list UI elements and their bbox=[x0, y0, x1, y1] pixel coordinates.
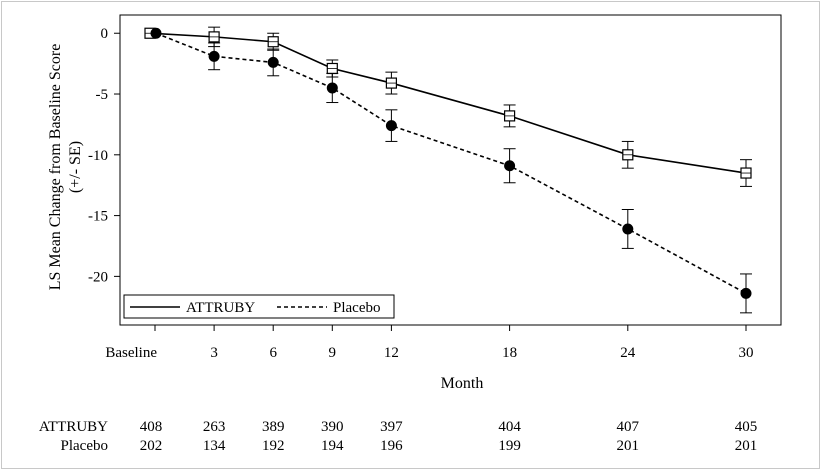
at-risk-value-attruby: 407 bbox=[617, 419, 640, 435]
data-point-placebo bbox=[267, 56, 279, 68]
y-tick-label: -20 bbox=[88, 269, 108, 285]
y-tick-label: -10 bbox=[88, 148, 108, 164]
legend-label-attruby: ATTRUBY bbox=[186, 300, 255, 316]
at-risk-value-placebo: 199 bbox=[498, 438, 521, 454]
at-risk-value-placebo: 202 bbox=[140, 438, 163, 454]
at-risk-value-placebo: 134 bbox=[203, 438, 226, 454]
x-tick-label: 24 bbox=[620, 345, 636, 361]
y-axis: 0 -5 -10 -15 -20 bbox=[88, 26, 120, 285]
series-layer bbox=[144, 26, 752, 314]
at-risk-value-placebo: 192 bbox=[262, 438, 285, 454]
y-tick-label: 0 bbox=[101, 26, 109, 42]
data-point-placebo bbox=[385, 120, 397, 132]
at-risk-table: ATTRUBY Placebo 408 263 389 390 397 404 407 405… bbox=[39, 419, 757, 454]
y-axis-label: LS Mean Change from Baseline Score (+/- … bbox=[47, 44, 84, 291]
at-risk-values: 408 263 389 390 397 404 407 405 202 134 192 194 196 1… bbox=[140, 419, 758, 454]
x-axis-title: Month bbox=[441, 375, 484, 392]
at-risk-value-placebo: 201 bbox=[735, 438, 758, 454]
data-point-placebo bbox=[740, 287, 752, 299]
at-risk-value-attruby: 390 bbox=[321, 419, 344, 435]
x-tick-label: 6 bbox=[269, 345, 277, 361]
y-axis-subtitle: (+/- SE) bbox=[67, 141, 84, 193]
x-tick-label: 9 bbox=[329, 345, 337, 361]
at-risk-value-attruby: 397 bbox=[380, 419, 403, 435]
at-risk-value-attruby: 263 bbox=[203, 419, 226, 435]
series-line-placebo bbox=[155, 32, 747, 295]
legend-box bbox=[123, 294, 395, 319]
at-risk-value-placebo: 196 bbox=[380, 438, 403, 454]
x-tick-label: 3 bbox=[210, 345, 218, 361]
legend: ATTRUBY Placebo bbox=[123, 294, 395, 319]
data-point-placebo bbox=[326, 82, 338, 94]
series-line-attruby bbox=[149, 32, 747, 174]
y-tick-label: -5 bbox=[96, 87, 109, 103]
x-tick-label: 30 bbox=[739, 345, 754, 361]
at-risk-value-attruby: 408 bbox=[140, 419, 163, 435]
at-risk-value-placebo: 201 bbox=[617, 438, 640, 454]
y-axis-title: LS Mean Change from Baseline Score bbox=[47, 44, 64, 291]
at-risk-label-placebo: Placebo bbox=[61, 438, 108, 454]
data-point-placebo bbox=[504, 160, 516, 172]
x-tick-label: Baseline bbox=[105, 345, 157, 361]
at-risk-label-attruby: ATTRUBY bbox=[39, 419, 108, 435]
at-risk-value-placebo: 194 bbox=[321, 438, 344, 454]
data-point-placebo bbox=[208, 50, 220, 62]
at-risk-value-attruby: 389 bbox=[262, 419, 285, 435]
plot-area bbox=[119, 14, 782, 326]
data-point-placebo bbox=[622, 223, 634, 235]
data-point-placebo bbox=[150, 27, 162, 39]
x-tick-label: 12 bbox=[384, 345, 399, 361]
x-axis: Baseline 3 6 9 12 18 24 30 bbox=[105, 325, 754, 361]
at-risk-value-attruby: 404 bbox=[498, 419, 521, 435]
legend-label-placebo: Placebo bbox=[333, 300, 380, 316]
at-risk-value-attruby: 405 bbox=[735, 419, 758, 435]
x-tick-label: 18 bbox=[502, 345, 517, 361]
y-tick-label: -15 bbox=[88, 209, 108, 225]
